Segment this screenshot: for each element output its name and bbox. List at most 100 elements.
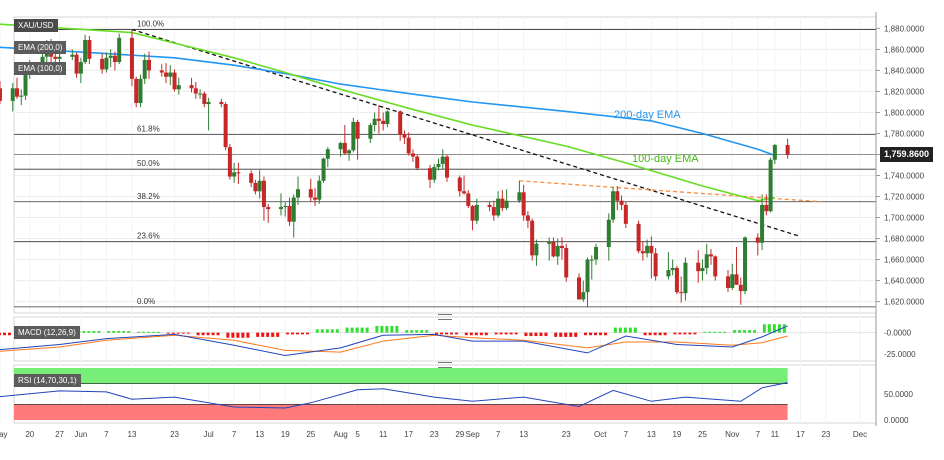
macd-hist-bar bbox=[141, 331, 145, 333]
candle bbox=[70, 49, 75, 60]
candle-body bbox=[19, 95, 24, 97]
macd-hist-bar bbox=[146, 331, 150, 333]
candle-body bbox=[261, 180, 266, 208]
candle bbox=[496, 191, 501, 218]
candle-body bbox=[713, 256, 718, 277]
macd-hist-bar bbox=[365, 327, 369, 333]
macd-hist-bar bbox=[494, 332, 498, 335]
macd-hist-group bbox=[256, 332, 280, 337]
x-tick-label: Dec bbox=[853, 430, 867, 439]
candle-body bbox=[112, 55, 117, 63]
candle bbox=[189, 77, 194, 93]
candle-body bbox=[142, 59, 147, 79]
candle bbox=[530, 218, 535, 261]
candle-body bbox=[283, 205, 288, 208]
candle bbox=[457, 175, 462, 197]
x-tick-label: 7 bbox=[232, 430, 237, 439]
ema100-legend[interactable]: EMA (100,0) bbox=[14, 62, 67, 75]
macd-hist-bar bbox=[762, 324, 766, 333]
candle bbox=[129, 29, 134, 87]
candle-body bbox=[564, 248, 569, 278]
macd-hist-bar bbox=[231, 332, 235, 338]
candle-body bbox=[504, 200, 509, 209]
x-tick-label: 13 bbox=[519, 430, 528, 439]
y-tick-label: 1,660.0000 bbox=[884, 256, 925, 265]
macd-hist-bar bbox=[375, 325, 379, 333]
macd-hist-bar bbox=[723, 331, 727, 333]
macd-hist-bar bbox=[718, 331, 722, 333]
candle-body bbox=[108, 55, 113, 58]
macd-hist-bar bbox=[0, 332, 1, 336]
macd-hist-bar bbox=[564, 332, 568, 337]
candle-body bbox=[402, 134, 407, 138]
candle bbox=[445, 154, 450, 182]
candle-body bbox=[585, 259, 590, 293]
candle-body bbox=[278, 207, 283, 210]
candle bbox=[427, 165, 432, 189]
candle-body bbox=[232, 172, 237, 177]
rsi-legend[interactable]: RSI (14,70,30,1) bbox=[14, 374, 81, 387]
candle bbox=[100, 53, 105, 74]
candle-body bbox=[164, 72, 169, 77]
candle-body bbox=[296, 189, 300, 198]
macd-hist-bar bbox=[673, 332, 677, 335]
candle bbox=[138, 74, 143, 108]
candle bbox=[734, 246, 739, 285]
macd-hist-group bbox=[584, 332, 608, 336]
x-tick-label: 23 bbox=[170, 430, 179, 439]
macd-hist-bar bbox=[2, 332, 6, 336]
macd-hist-bar bbox=[355, 327, 359, 333]
candle bbox=[257, 170, 262, 199]
macd-hist-bar bbox=[320, 329, 324, 333]
candle-body bbox=[704, 254, 709, 268]
macd-hist-bar bbox=[574, 332, 578, 337]
candle bbox=[785, 138, 790, 159]
macd-hist-group bbox=[613, 327, 637, 333]
macd-hist-bar bbox=[534, 332, 538, 337]
candle-body bbox=[764, 204, 769, 212]
macd-hist-bar bbox=[151, 331, 155, 333]
macd-hist-bar bbox=[658, 332, 662, 336]
candle-body bbox=[534, 243, 539, 256]
x-tick-label: Oct bbox=[594, 430, 607, 439]
candle bbox=[176, 77, 181, 95]
macd-hist-bar bbox=[450, 332, 454, 335]
pane-resize-handle-rsi[interactable] bbox=[438, 362, 452, 368]
candle-body bbox=[785, 145, 790, 155]
macd-hist-bar bbox=[589, 332, 593, 336]
candle bbox=[534, 239, 539, 266]
candle-body bbox=[734, 274, 739, 285]
macd-hist-bar bbox=[156, 331, 160, 333]
macd-hist-bar bbox=[777, 324, 781, 333]
fib-label: 50.0% bbox=[137, 159, 160, 168]
candle-body bbox=[189, 85, 194, 89]
candle bbox=[436, 158, 441, 171]
x-tick-label: 23 bbox=[821, 430, 830, 439]
candle-body bbox=[325, 149, 330, 159]
candle-body bbox=[674, 267, 679, 293]
x-tick-label: 7 bbox=[624, 430, 629, 439]
y-tick-label: 1,820.0000 bbox=[884, 87, 925, 96]
pane-resize-handle-macd[interactable] bbox=[438, 314, 452, 320]
candle-body bbox=[615, 191, 620, 201]
macd-hist-bar bbox=[107, 330, 111, 333]
candle bbox=[696, 250, 701, 283]
macd-hist-group bbox=[315, 329, 339, 333]
candle bbox=[87, 35, 92, 65]
candle bbox=[398, 110, 403, 141]
candle-body bbox=[15, 88, 19, 97]
candle-body bbox=[313, 197, 318, 200]
x-tick-label: 13 bbox=[255, 430, 264, 439]
macd-hist-bar bbox=[92, 330, 96, 333]
candle bbox=[440, 149, 445, 170]
candle bbox=[623, 201, 628, 229]
ema200-legend[interactable]: EMA (200,0) bbox=[14, 41, 67, 54]
candle-body bbox=[743, 237, 748, 292]
candle bbox=[674, 265, 679, 295]
macd-legend[interactable]: MACD (12,26,9) bbox=[14, 326, 80, 339]
candle bbox=[168, 65, 173, 86]
macd-hist-group bbox=[703, 331, 727, 333]
candle-body bbox=[738, 284, 743, 292]
symbol-label[interactable]: XAU/USD bbox=[14, 19, 58, 32]
candle-body bbox=[372, 118, 377, 126]
